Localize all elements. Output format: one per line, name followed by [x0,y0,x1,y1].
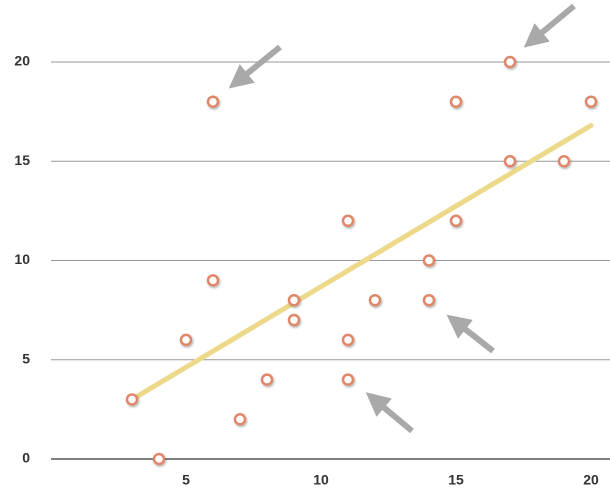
arrow [365,392,414,434]
point [503,55,517,69]
point [422,293,436,307]
x-tick-label: 20 [583,472,599,488]
point [206,274,220,287]
y-tick-label: 15 [14,152,30,168]
point [341,333,355,347]
point [449,95,463,108]
y-tick-label: 5 [22,350,30,366]
y-tick-label: 10 [14,251,30,267]
point [233,413,247,426]
point [152,452,166,466]
arrow [523,3,576,48]
point [584,95,598,108]
arrow [228,44,282,89]
point [449,214,463,228]
arrows [228,3,576,434]
y-tick-label: 20 [14,53,30,69]
point [287,313,301,327]
point [287,293,301,307]
x-tick-label: 15 [448,472,464,488]
point [260,373,274,386]
point [557,155,571,168]
point [125,393,139,406]
point [179,333,193,347]
point [341,373,355,386]
x-tick-label: 5 [182,472,190,488]
point [503,155,517,168]
point [341,214,355,228]
x-tick-label: 10 [313,472,329,488]
point [422,254,436,267]
point [368,293,382,307]
y-tick-label: 0 [22,450,30,466]
grid: 0 5 10 15 20 5 10 15 20 [14,53,610,488]
trend-line [129,123,594,402]
arrow [446,314,495,354]
plot [125,55,598,466]
point [206,95,220,108]
